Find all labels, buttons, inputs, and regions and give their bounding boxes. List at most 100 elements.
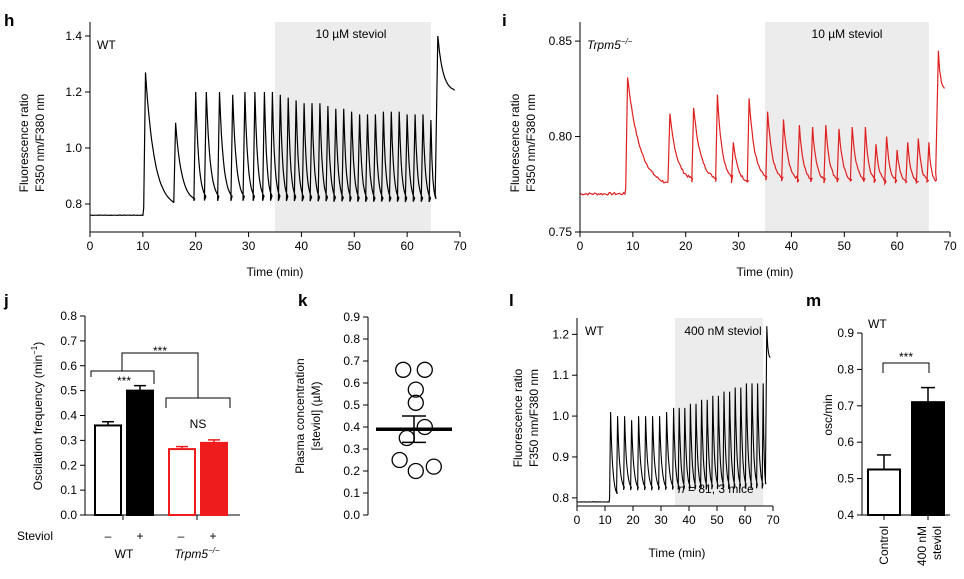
panel-letter-i: i [502,11,507,30]
y-tick-label-m: 0.4 [837,508,854,522]
x-tick-label-h: 70 [453,239,467,253]
y-tick-label-m: 0.8 [837,362,854,376]
y-tick-label-m: 0.5 [837,472,854,486]
y-tick-label-l: 0.9 [552,450,569,464]
data-point-k [425,458,442,475]
x-tick-label-l: 30 [654,513,668,527]
steviol-minus-wt: – [105,529,112,543]
x-tick-label-l: 70 [766,513,780,527]
x-tick-label-i: 50 [838,239,852,253]
y-tick-label-k: 0.9 [343,310,360,324]
y-tick-label-k: 0.2 [343,464,360,478]
ylabel-l-1: Fluorescence ratio [511,368,525,467]
xlabel-l: Time (min) [649,546,706,560]
y-tick-label-m: 0.6 [837,435,854,449]
x-tick-label-h: 10 [136,239,150,253]
y-tick-label-k: 0.3 [343,442,360,456]
data-point-k [391,451,408,469]
x-tick-label-h: 30 [242,239,256,253]
shade-label-l: 400 nM steviol [684,324,761,338]
y-tick-label-k: 0.5 [343,398,360,412]
panel-l: l 400 nM steviol WT 0 10 20 30 40 50 60 70 0.8 0.… [509,291,780,560]
y-tick-label-h: 0.8 [65,197,82,211]
x-tick-label-i: 0 [577,239,584,253]
y-tick-label-h: 1.4 [65,29,82,43]
y-tick-label-j: 0.0 [60,508,77,522]
x-tick-label-l: 60 [738,513,752,527]
data-point-k [395,361,412,378]
xlabel-i: Time (min) [737,265,794,279]
bar-j-2 [168,448,196,516]
trace-h [90,35,456,217]
panel-letter-j: j [3,291,9,310]
data-point-k [407,462,424,480]
group-label-wt: WT [115,547,134,561]
shade-label-i: 10 µM steviol [812,27,883,41]
category-steviol-2: steviol [930,526,944,560]
ylabel-h-1: Fluorescence ratio [17,93,31,192]
y-tick-label-j: 0.1 [60,483,77,497]
y-tick-label-h: 1.0 [65,141,82,155]
trace-i [579,50,945,196]
bar-j-0 [94,424,122,517]
data-point-k [407,381,424,398]
ylabel-h-2: F350 nm/F380 nm [33,94,47,192]
ylabel-i-1: Fluorescence ratio [508,93,522,192]
y-tick-label-j: 0.8 [60,309,77,323]
y-tick-label-k: 0.8 [343,332,360,346]
n-label-l: n = 81, 3 mice [678,482,754,496]
y-tick-label-j: 0.6 [60,359,77,373]
group-label-ko: Trpm5−/− [174,546,220,561]
axes-h: 0 10 20 30 40 50 60 70 0.8 1.0 1.2 1.4 [65,22,467,253]
y-tick-label-j: 0.3 [60,433,77,447]
steviol-plus-ko: + [209,529,216,543]
bracket-top [121,352,199,398]
ylabel-k-1: Plasma concentration [293,358,307,473]
bracket-ko [165,397,231,408]
category-control: Control [877,526,891,565]
steviol-plus-wt: + [136,529,143,543]
ylabel-i-2: F350 nm/F380 nm [524,94,538,192]
bar-j-3 [200,441,228,516]
x-tick-label-i: 60 [890,239,904,253]
y-tick-label-i: 0.80 [549,130,573,144]
x-tick-label-h: 20 [189,239,203,253]
x-tick-label-l: 0 [574,513,581,527]
panel-m: m WT 0.4 0.5 0.6 0.7 0.8 0.9 *** osc/min Cont… [806,291,950,566]
x-tick-label-h: 60 [400,239,414,253]
x-tick-label-i: 30 [732,239,746,253]
y-tick-label-i: 0.75 [549,225,573,239]
y-tick-label-h: 1.2 [65,85,82,99]
points-k [376,361,452,480]
ylabel-m: osc/min [821,394,835,435]
ylabel-l-2: F350 nm/F380 nm [527,369,541,467]
sig-m: *** [899,350,913,364]
x-tick-label-h: 40 [295,239,309,253]
data-point-k [416,418,433,436]
y-tick-label-j: 0.5 [60,384,77,398]
trace-l [577,326,771,503]
panel-k: k 0.0 0.1 0.2 0.3 0.4 0.5 0.6 0.7 0.8 0.9 Plasma … [293,291,452,522]
y-tick-label-m: 0.7 [837,399,854,413]
sig-ko-j: NS [190,417,207,431]
axes-l: 0 10 20 30 40 50 60 70 0.8 0.9 1.0 1.1 1.2 [552,318,780,527]
x-tick-label-i: 70 [943,239,957,253]
axes-i: 0 10 20 30 40 50 60 70 0.75 0.80 0.85 [549,22,957,253]
y-tick-label-i: 0.85 [549,34,573,48]
data-point-k [398,429,415,447]
y-tick-label-k: 0.7 [343,354,360,368]
y-tick-label-l: 0.8 [552,491,569,505]
y-tick-label-l: 1.1 [552,368,569,382]
x-tick-label-h: 50 [348,239,362,253]
significance-brackets-j [90,352,231,408]
bar-m-0 [867,468,901,516]
x-tick-label-l: 40 [682,513,696,527]
xlabel-h: Time (min) [247,265,304,279]
bracket-m [882,362,930,373]
shade-label-h: 10 µM steviol [316,27,387,41]
y-tick-label-k: 0.4 [343,420,360,434]
steviol-minus-ko: – [178,529,185,543]
panel-i: i 10 µM steviol Trpm5−/− 0 10 20 30 40 50 60 70… [502,11,957,279]
bar-j-1 [126,389,154,516]
x-tick-label-i: 20 [679,239,693,253]
